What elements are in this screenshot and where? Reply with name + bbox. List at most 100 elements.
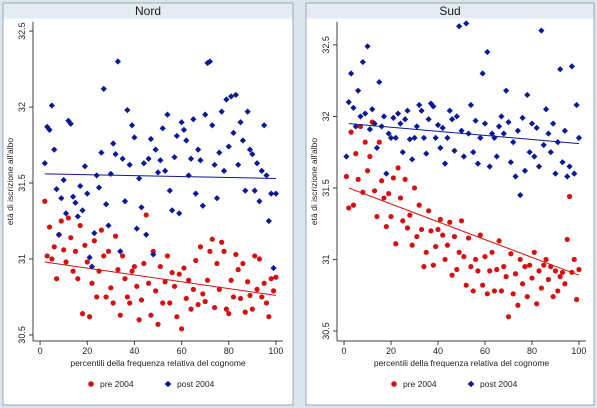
data-point xyxy=(488,130,496,137)
data-point xyxy=(164,253,171,259)
data-point xyxy=(500,130,507,137)
x-tick-label: 100 xyxy=(268,346,283,356)
y-tick-label: 32.5 xyxy=(321,36,331,54)
data-point xyxy=(273,274,279,280)
data-point xyxy=(409,242,415,248)
data-point xyxy=(220,167,228,174)
data-point xyxy=(397,120,404,127)
data-point xyxy=(510,139,517,146)
panel-header xyxy=(306,3,594,19)
data-point xyxy=(247,292,253,299)
data-point xyxy=(94,294,100,300)
data-point xyxy=(498,113,505,120)
legend-label-pre-2004: pre 2004 xyxy=(403,379,437,389)
data-point xyxy=(145,280,152,286)
data-point xyxy=(84,259,90,265)
x-tick-label: 40 xyxy=(129,346,139,356)
data-point xyxy=(167,300,173,306)
data-point xyxy=(557,66,564,73)
legend-label-post-2004: post 2004 xyxy=(177,379,215,389)
data-point xyxy=(394,110,402,117)
data-point xyxy=(437,144,444,151)
data-point xyxy=(538,285,544,291)
data-point xyxy=(366,126,373,133)
data-point xyxy=(552,170,559,177)
data-point xyxy=(353,151,359,157)
data-point xyxy=(131,134,138,141)
y-tick-label: 32 xyxy=(321,111,331,121)
data-point xyxy=(568,63,576,70)
data-point xyxy=(81,163,88,170)
data-point xyxy=(461,254,467,260)
data-point xyxy=(84,190,91,197)
data-point xyxy=(108,285,114,291)
data-point xyxy=(524,294,530,300)
data-point xyxy=(505,314,512,320)
data-point xyxy=(128,122,136,129)
data-point xyxy=(61,247,67,253)
data-point xyxy=(162,279,168,285)
data-point xyxy=(153,288,159,294)
data-point xyxy=(534,301,540,307)
data-point xyxy=(256,198,263,205)
data-point xyxy=(463,20,470,27)
data-point xyxy=(95,184,103,191)
data-point xyxy=(178,119,185,126)
data-point xyxy=(91,230,98,237)
data-point xyxy=(371,188,378,194)
data-point xyxy=(386,191,392,197)
data-point xyxy=(454,266,460,273)
data-point xyxy=(44,253,50,259)
data-point xyxy=(239,137,247,144)
data-point xyxy=(249,151,256,158)
data-point xyxy=(127,300,133,306)
data-point xyxy=(571,170,578,177)
data-point xyxy=(122,276,128,282)
data-point xyxy=(345,99,352,106)
data-point xyxy=(171,283,178,289)
data-point xyxy=(474,160,482,167)
data-point xyxy=(187,155,195,162)
data-point xyxy=(249,306,255,312)
data-point xyxy=(103,201,110,208)
data-point xyxy=(183,295,189,302)
data-point xyxy=(517,191,524,199)
data-point xyxy=(197,244,204,250)
data-point xyxy=(254,286,260,292)
data-point xyxy=(430,262,436,268)
legend-marker-post-2004 xyxy=(467,380,475,388)
data-point xyxy=(261,280,267,286)
data-point xyxy=(74,213,81,220)
data-point xyxy=(503,274,509,280)
y-tick-label: 30.5 xyxy=(321,322,331,340)
data-point xyxy=(535,163,543,170)
data-point xyxy=(223,306,229,312)
panel-nord: Nord 30.5 31 31.5 32 32.5 0 20 40 60 80 100 età di i… xyxy=(2,2,294,406)
data-point xyxy=(433,243,439,250)
data-point xyxy=(393,241,399,247)
data-point xyxy=(134,283,140,289)
data-point xyxy=(72,248,79,254)
data-point xyxy=(131,263,138,270)
y-tick-label: 31.5 xyxy=(17,174,27,192)
data-point xyxy=(480,282,486,288)
data-point xyxy=(195,301,201,308)
data-point xyxy=(442,256,448,263)
data-point xyxy=(451,147,458,154)
data-point xyxy=(437,216,443,223)
data-point xyxy=(343,153,350,160)
data-point xyxy=(526,149,533,156)
data-point xyxy=(397,195,404,201)
data-point xyxy=(508,251,514,257)
data-point xyxy=(409,156,416,163)
data-point xyxy=(414,233,420,240)
series-post-2004 xyxy=(343,20,583,199)
data-point xyxy=(484,291,490,297)
data-point xyxy=(444,242,451,248)
data-point xyxy=(147,135,155,143)
data-point xyxy=(517,256,523,263)
data-point xyxy=(253,160,261,167)
data-point xyxy=(458,218,465,224)
data-point xyxy=(152,146,159,153)
